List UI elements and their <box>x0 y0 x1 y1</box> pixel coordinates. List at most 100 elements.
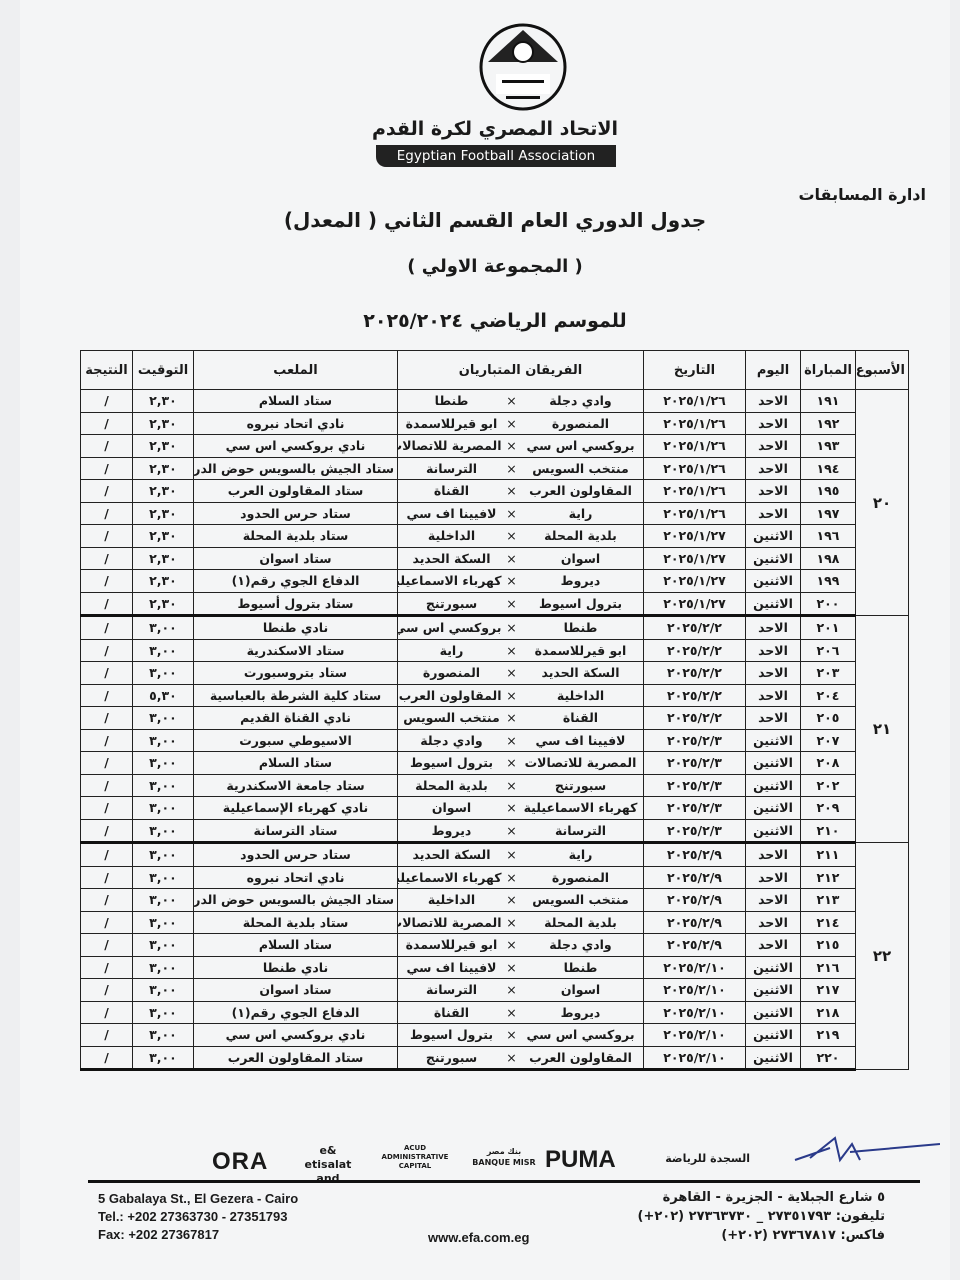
match-number: ٢٠٩ <box>800 796 856 820</box>
col-day: اليوم <box>745 350 801 390</box>
match-date: ٢٠٢٥/٢/٣ <box>643 751 746 775</box>
away-team: ابو قيرللاسمدة <box>405 937 498 953</box>
week-number: ٢١ <box>855 615 909 843</box>
away-team: بروكسي اس سي <box>397 620 502 636</box>
match-teams: طنطا × لافيينا اف سي <box>397 955 644 979</box>
away-team: بترول اسيوط <box>409 755 494 771</box>
match-stadium: ستاد الاسكندرية <box>193 638 398 662</box>
match-time: ٣,٠٠ <box>132 1000 194 1024</box>
match-stadium: ستاد بترول أسيوط <box>193 591 398 617</box>
match-result: / <box>80 818 133 844</box>
match-date: ٢٠٢٥/١/٢٧ <box>643 546 746 570</box>
vs-symbol: × <box>506 550 517 566</box>
match-date: ٢٠٢٥/٢/٩ <box>643 842 746 867</box>
match-day: الاحد <box>745 706 801 730</box>
match-teams: المقاولون العرب × سبورتنج <box>397 1045 644 1071</box>
match-day: الاثنين <box>745 728 801 752</box>
away-team: ديروط <box>431 822 472 838</box>
match-result: / <box>80 389 133 413</box>
match-teams: ديروط ×كهرباء الاسماعيلية <box>397 569 644 593</box>
table-row: ١٩٥ الاحد ٢٠٢٥/١/٢٦ المقاولون العرب × القناة س… <box>80 479 909 503</box>
table-row: ٢٠ ١٩١ الاحد ٢٠٢٥/١/٢٦ وادي دجلة×طنطا ستاد ال… <box>80 389 909 616</box>
match-time: ٢,٣٠ <box>132 546 194 570</box>
sponsor-sports: السجدة للرياضة <box>665 1152 750 1165</box>
match-number: ١٩٦ <box>800 524 856 548</box>
table-row: ٢٠٠ الاثنين ٢٠٢٥/١/٢٧ بترول اسيوط × سبورتنج ست… <box>80 591 909 617</box>
vs-symbol: × <box>506 982 517 998</box>
match-day: الاحد <box>745 638 801 662</box>
fax-line-ar: فاكس: ٢٧٣٦٧٨١٧ (٢٠٢+) <box>721 1228 885 1243</box>
home-team: القناة <box>562 710 599 726</box>
match-day: الاحد <box>745 479 801 503</box>
match-teams: بلدية المحلة ×المصرية للاتصالات <box>397 910 644 934</box>
match-date: ٢٠٢٥/٢/٢ <box>643 638 746 662</box>
match-teams: وادي دجلة × ابو قيرللاسمدة <box>397 933 644 957</box>
away-team: راية <box>439 642 464 658</box>
match-result: / <box>80 638 133 662</box>
match-stadium: الدفاع الجوي رقم(١) <box>193 569 398 593</box>
match-teams: الترسانة × ديروط <box>397 818 644 844</box>
vs-symbol: × <box>506 438 517 454</box>
match-date: ٢٠٢٥/٢/٩ <box>643 910 746 934</box>
match-number: ١٩٨ <box>800 546 856 570</box>
match-teams: بروكسي اس سي ×المصرية للاتصالات <box>397 434 644 458</box>
document-title: جدول الدوري العام القسم الثاني ( المعدل) <box>283 208 707 232</box>
match-teams: راية × السكة الحديد <box>397 842 644 867</box>
table-row: ٢٠٢ الاثنين ٢٠٢٥/٢/٣ سبورتنج × بلدية المحلة ست… <box>80 773 909 797</box>
match-date: ٢٠٢٥/١/٢٧ <box>643 591 746 617</box>
home-team: منتخب السويس <box>532 460 629 476</box>
department-label: ادارة المسابقات <box>798 185 926 204</box>
match-time: ٣,٠٠ <box>132 751 194 775</box>
vs-symbol: × <box>506 415 517 431</box>
match-stadium: نادي طنطا <box>193 615 398 640</box>
match-result: / <box>80 591 133 617</box>
match-result: / <box>80 796 133 820</box>
table-row: ٢٠٩ الاثنين ٢٠٢٥/٢/٣ كهرباء الاسماعيلية × اسو… <box>80 796 909 820</box>
home-team: بترول اسيوط <box>538 595 623 611</box>
match-stadium: ستاد اسوان <box>193 546 398 570</box>
match-result: / <box>80 456 133 480</box>
vs-symbol: × <box>506 710 517 726</box>
match-number: ٢١٠ <box>800 818 856 844</box>
vs-symbol: × <box>506 573 517 589</box>
sponsor-banque-misr: بنك مصر BANQUE MISR <box>472 1147 536 1167</box>
match-stadium: نادي بروكسي اس سي <box>193 434 398 458</box>
table-row: ٢٠٧ الاثنين ٢٠٢٥/٢/٣ لافيينا اف سي × وادي دجل… <box>80 728 909 752</box>
match-result: / <box>80 661 133 685</box>
match-day: الاثنين <box>745 546 801 570</box>
match-day: الاحد <box>745 501 801 525</box>
home-team: الداخلية <box>556 687 605 703</box>
match-teams: لافيينا اف سي × وادي دجلة <box>397 728 644 752</box>
match-time: ٢,٣٠ <box>132 501 194 525</box>
home-team: المصرية للاتصالات <box>524 755 637 771</box>
away-team: لافيينا اف سي <box>406 505 497 521</box>
away-team: اسوان <box>431 800 472 816</box>
website-link[interactable]: www.efa.com.eg <box>428 1230 530 1245</box>
match-result: / <box>80 910 133 934</box>
match-number: ٢٠٠ <box>800 591 856 617</box>
match-day: الاثنين <box>745 955 801 979</box>
match-number: ٢٠٨ <box>800 751 856 775</box>
org-name-arabic: الاتحاد المصري لكرة القدم <box>372 118 618 140</box>
match-result: / <box>80 1045 133 1071</box>
away-team: السكة الحديد <box>412 847 491 863</box>
match-day: الاثنين <box>745 1000 801 1024</box>
address-line: 5 Gabalaya St., El Gezera - Cairo <box>98 1191 299 1206</box>
match-time: ٣,٠٠ <box>132 796 194 820</box>
address-line-ar: ٥ شارع الجبلاية - الجزيرة - القاهرة <box>662 1190 885 1205</box>
match-time: ٢,٣٠ <box>132 524 194 548</box>
match-result: / <box>80 411 133 435</box>
match-number: ٢٠٣ <box>800 661 856 685</box>
home-team: وادي دجلة <box>549 393 612 409</box>
match-time: ٣,٠٠ <box>132 1045 194 1071</box>
match-day: الاحد <box>745 888 801 912</box>
table-row: ١٩٣ الاحد ٢٠٢٥/١/٢٦ بروكسي اس سي ×المصرية لل… <box>80 434 909 458</box>
vs-symbol: × <box>506 892 517 908</box>
match-result: / <box>80 479 133 503</box>
match-date: ٢٠٢٥/٢/٢ <box>643 706 746 730</box>
vs-symbol: × <box>506 642 517 658</box>
match-result: / <box>80 888 133 912</box>
match-number: ١٩٣ <box>800 434 856 458</box>
match-stadium: ستاد كلية الشرطة بالعباسية <box>193 683 398 707</box>
match-stadium: ستاد الترسانة <box>193 818 398 844</box>
